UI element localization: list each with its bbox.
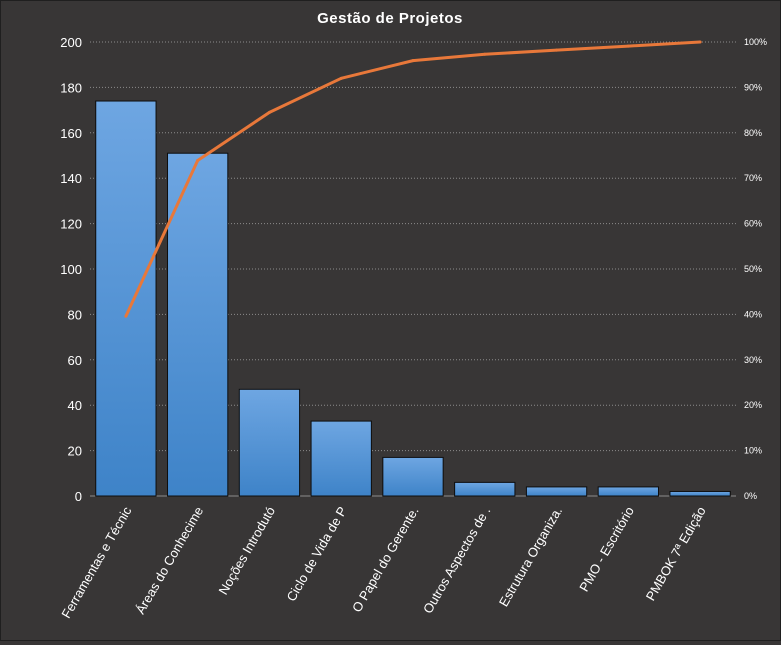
line-point	[555, 48, 559, 52]
line-point	[411, 59, 415, 63]
y-right-tick-label: 20%	[744, 400, 762, 410]
x-tick-label: O Papel do Gerente.	[349, 504, 422, 615]
bar	[167, 152, 229, 497]
y-right-tick-label: 60%	[744, 219, 762, 229]
y-left-tick-label: 140	[60, 171, 82, 186]
bar	[382, 456, 444, 497]
bar	[310, 420, 372, 497]
line-point	[483, 52, 487, 56]
line-point	[124, 314, 128, 318]
y-left-tick-label: 120	[60, 217, 82, 232]
y-right-tick-label: 10%	[744, 446, 762, 456]
line-point	[626, 44, 630, 48]
x-tick-label: Ciclo de Vida de P	[283, 504, 349, 604]
y-left-tick-label: 80	[68, 307, 82, 322]
x-tick-label: Estrutura Organiza.	[496, 504, 565, 609]
y-left-tick-label: 60	[68, 353, 82, 368]
y-right-tick-label: 80%	[744, 128, 762, 138]
y-right-tick-label: 100%	[744, 37, 767, 47]
y-axis-right: 0% 10% 20% 30% 40% 50% 60% 70% 80% 90% 100%	[744, 37, 767, 501]
y-axis-left: 0 20 40 60 80 100 120 140 160 180 200	[60, 35, 82, 504]
y-left-tick-label: 200	[60, 35, 82, 50]
y-left-tick-label: 20	[68, 444, 82, 459]
y-right-tick-label: 50%	[744, 264, 762, 274]
bar	[669, 490, 731, 497]
line-point	[196, 158, 200, 162]
x-tick-label: Noções Introdutó	[216, 504, 278, 597]
x-tick-label: PMBOK 7ª Edição	[643, 504, 709, 603]
line-point	[267, 110, 271, 114]
y-right-tick-label: 30%	[744, 355, 762, 365]
bar	[95, 100, 157, 497]
bar	[597, 486, 659, 497]
chart-title: Gestão de Projetos	[317, 10, 463, 27]
y-right-tick-label: 0%	[744, 491, 757, 501]
y-right-tick-label: 70%	[744, 173, 762, 183]
x-tick-label: Áreas do Conhecime	[133, 504, 207, 617]
y-right-tick-label: 40%	[744, 309, 762, 319]
line-point	[339, 76, 343, 80]
cumulative-line-series	[124, 40, 702, 318]
y-right-tick-label: 90%	[744, 82, 762, 92]
y-left-tick-label: 100	[60, 262, 82, 277]
x-tick-label: PMO - Escritório	[576, 504, 637, 594]
x-tick-label: Ferramentas e Técnic	[58, 504, 134, 621]
y-left-tick-label: 0	[75, 489, 82, 504]
y-left-tick-label: 40	[68, 398, 82, 413]
y-left-tick-label: 160	[60, 126, 82, 141]
bar	[238, 388, 301, 497]
x-tick-label: Outros Aspectos de .	[420, 504, 493, 616]
line-point	[698, 40, 702, 44]
bar	[525, 486, 588, 497]
y-left-tick-label: 180	[60, 80, 82, 95]
bar-series	[95, 100, 731, 497]
bar	[454, 481, 516, 497]
